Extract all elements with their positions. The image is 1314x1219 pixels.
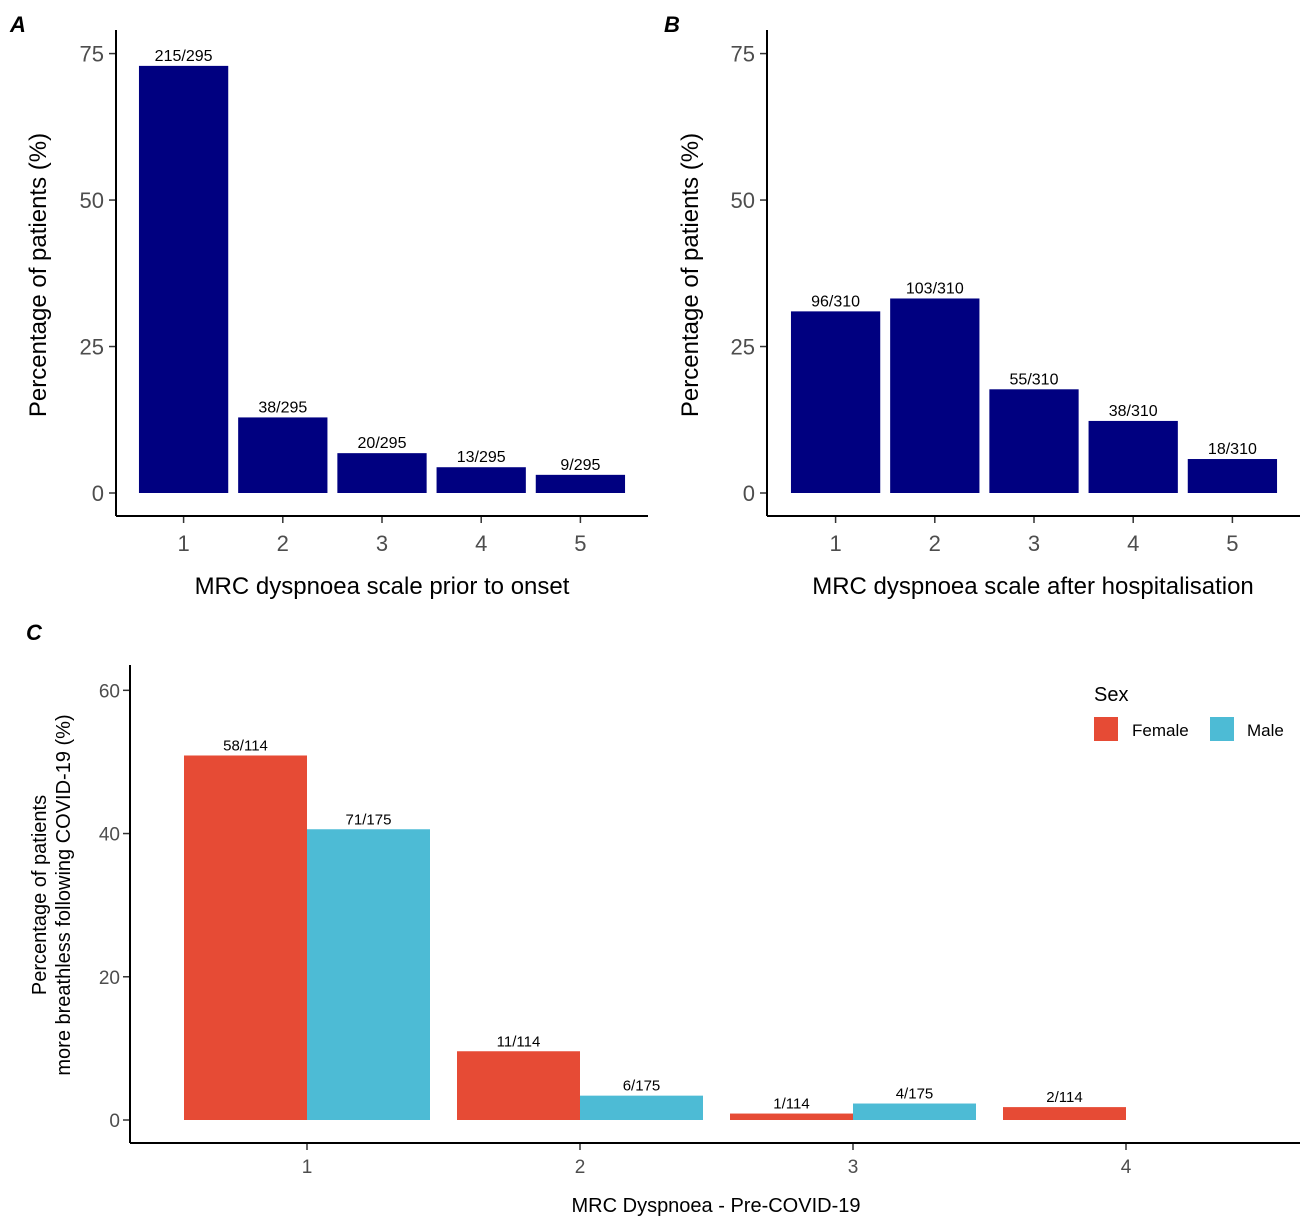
panel-letter-b: B [664, 12, 680, 37]
legend-title: Sex [1094, 684, 1128, 706]
panel-c-bar-male-1 [307, 829, 430, 1120]
panel-b-bar-1 [790, 311, 881, 493]
panel-c-y-tick-label-60: 60 [99, 681, 120, 702]
panel-a-bar-2 [238, 417, 328, 493]
panel-b-y-tick-label-25: 25 [731, 335, 755, 360]
panel-b-y-tick-label-75: 75 [731, 42, 755, 67]
panel-b-x-tick-label-3: 3 [1028, 531, 1040, 556]
panel-b: B 96/3101103/310255/310338/310418/310502… [664, 12, 1300, 600]
panel-b-x-axis-title: MRC dyspnoea scale after hospitalisation [812, 573, 1254, 600]
panel-a-y-tick-label-25: 25 [80, 335, 104, 360]
panel-a-x-tick-label-4: 4 [475, 531, 487, 556]
panel-a-y-tick-label-75: 75 [80, 42, 104, 67]
panel-c-data-label-male-1: 71/175 [346, 811, 392, 828]
panel-c-plot: 58/114 71/175 1 11/114 6/175 2 1/114 4/175 3 2/11… [99, 665, 1300, 1178]
panel-c-data-label-female-2: 11/114 [497, 1033, 541, 1050]
panel-b-data-label-4: 38/310 [1109, 403, 1158, 420]
panel-b-data-label-5: 18/310 [1208, 441, 1257, 458]
panel-c-x-axis-title: MRC Dyspnoea - Pre-COVID-19 [572, 1195, 861, 1217]
panel-c-bar-female-2 [457, 1051, 580, 1120]
panel-b-x-tick-label-2: 2 [929, 531, 941, 556]
panel-a: A 215/295138/295220/295313/29549/2955025… [9, 12, 648, 600]
panel-c-y-axis-title-line1: Percentage of patients [29, 795, 51, 995]
panel-c-data-label-female-3: 1/114 [773, 1096, 809, 1113]
panel-c-data-label-female-4: 2/114 [1046, 1089, 1082, 1106]
panel-b-data-label-2: 103/310 [906, 280, 964, 297]
panel-a-data-label-3: 20/295 [358, 435, 407, 452]
panel-a-y-axis-title: Percentage of patients (%) [25, 133, 52, 417]
panel-b-bar-5 [1187, 459, 1278, 493]
panel-c-y-tick-label-0: 0 [109, 1111, 120, 1132]
panel-b-bar-3 [989, 389, 1079, 493]
panel-b-y-tick-label-50: 50 [731, 188, 755, 213]
panel-c-x-tick-label-2: 2 [575, 1157, 586, 1178]
panel-c-y-tick-label-40: 40 [99, 825, 120, 846]
panel-b-x-tick-label-5: 5 [1226, 531, 1238, 556]
panel-a-bar-5 [535, 474, 626, 493]
legend-label-female: Female [1132, 721, 1189, 740]
panel-b-bar-2 [890, 298, 980, 493]
panel-c-bar-male-3 [853, 1103, 976, 1120]
panel-c-bar-male-2 [580, 1095, 703, 1120]
panel-b-data-label-1: 96/310 [811, 293, 860, 310]
panel-a-data-label-5: 9/295 [560, 457, 600, 474]
panel-letter-a: A [9, 12, 26, 37]
panel-a-x-axis-title: MRC dyspnoea scale prior to onset [195, 573, 570, 600]
panel-c-y-tick-label-20: 20 [99, 968, 120, 989]
panel-a-x-tick-label-1: 1 [177, 531, 189, 556]
panel-c-data-label-male-3: 4/175 [896, 1086, 934, 1103]
panel-b-x-tick-label-1: 1 [829, 531, 841, 556]
panel-b-x-tick-label-4: 4 [1127, 531, 1139, 556]
panel-b-data-label-3: 55/310 [1010, 371, 1059, 388]
panel-b-plot: 96/3101103/310255/310338/310418/31050255… [731, 30, 1300, 556]
panel-a-x-tick-label-5: 5 [574, 531, 586, 556]
panel-a-data-label-1: 215/295 [155, 48, 213, 65]
legend-label-male: Male [1247, 721, 1284, 740]
panel-a-bar-1 [138, 65, 229, 493]
legend-swatch-female [1094, 717, 1118, 741]
panel-a-plot: 215/295138/295220/295313/29549/295502550… [80, 30, 648, 556]
panel-c: C 58/114 71/175 1 11/114 6/175 2 1/114 4/175 3 2/… [26, 620, 1300, 1217]
panel-c-x-tick-label-3: 3 [848, 1157, 859, 1178]
panel-a-y-tick-label-50: 50 [80, 188, 104, 213]
panel-c-x-tick-label-4: 4 [1121, 1157, 1132, 1178]
panel-b-y-tick-label-0: 0 [743, 481, 755, 506]
panel-c-bar-female-1 [184, 755, 307, 1120]
panel-a-x-tick-label-2: 2 [277, 531, 289, 556]
panel-b-y-axis-title: Percentage of patients (%) [677, 133, 704, 417]
panel-c-bar-female-4 [1003, 1107, 1126, 1120]
panel-c-y-axis-title-line2: more breathless following COVID-19 (%) [53, 714, 75, 1075]
panel-c-data-label-male-2: 6/175 [623, 1078, 661, 1095]
panel-a-x-tick-label-3: 3 [376, 531, 388, 556]
panel-letter-c: C [26, 620, 43, 645]
panel-c-x-tick-label-1: 1 [302, 1157, 313, 1178]
legend-swatch-male [1210, 717, 1234, 741]
panel-c-bar-female-3 [730, 1113, 853, 1120]
panel-a-bar-3 [337, 453, 427, 493]
panel-a-data-label-2: 38/295 [258, 399, 307, 416]
panel-b-bar-4 [1088, 420, 1178, 493]
panel-c-legend: Sex Female Male [1094, 684, 1284, 741]
panel-a-bar-4 [436, 467, 526, 493]
panel-c-data-label-female-1: 58/114 [223, 737, 268, 754]
panel-a-y-tick-label-0: 0 [92, 481, 104, 506]
panel-a-data-label-4: 13/295 [457, 449, 506, 466]
